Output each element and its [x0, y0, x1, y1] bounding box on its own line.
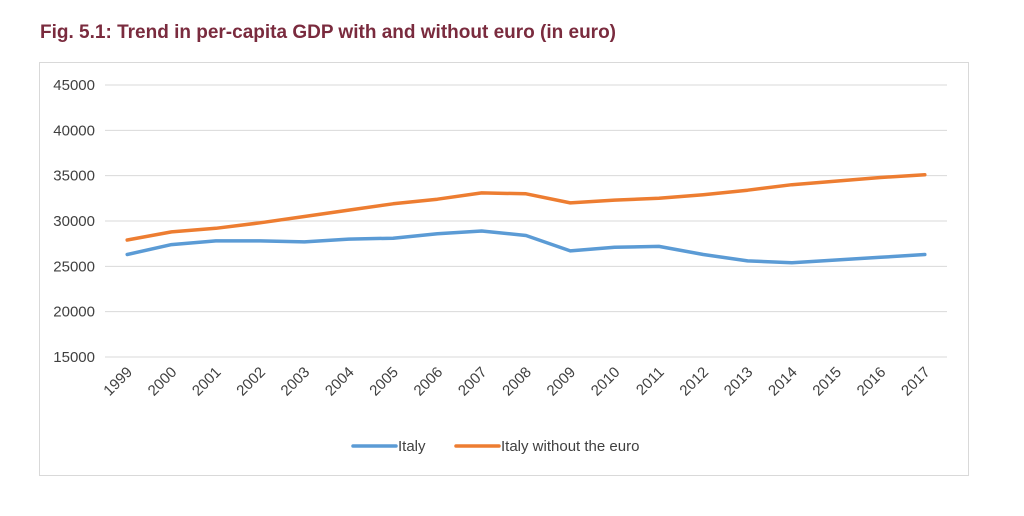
x-tick-label: 2010 — [588, 364, 624, 400]
x-tick-label: 2015 — [809, 364, 845, 400]
x-tick-label: 2017 — [898, 364, 934, 400]
x-tick-label: 2011 — [633, 364, 668, 399]
x-tick-label: 2014 — [765, 364, 801, 400]
series-lines — [125, 173, 927, 265]
legend-label: Italy without the euro — [501, 438, 639, 455]
x-tick-label: 2000 — [145, 364, 181, 400]
x-tick-label: 2016 — [854, 364, 890, 400]
series-line-2 — [125, 173, 927, 242]
figure-title: Fig. 5.1: Trend in per-capita GDP with a… — [40, 22, 617, 43]
y-axis-ticks: 15000 20000 25000 30000 35000 40000 45000 — [53, 77, 95, 366]
chart-frame: 15000 20000 25000 30000 35000 40000 45000 1999… — [39, 62, 969, 476]
x-tick-label: 2008 — [499, 364, 535, 400]
x-tick-label: 2002 — [233, 364, 269, 400]
line-chart: 15000 20000 25000 30000 35000 40000 45000 1999… — [53, 77, 947, 455]
x-tick-label: 2001 — [189, 364, 225, 400]
x-axis-ticks: 1999 2000 2001 2002 2003 2004 2005 2006 2007 2008… — [100, 364, 933, 400]
x-tick-label: 2005 — [366, 364, 402, 400]
y-tick-label: 25000 — [53, 258, 95, 275]
legend-label: Italy — [398, 438, 426, 455]
y-tick-label: 45000 — [53, 77, 95, 94]
series-line-1 — [125, 229, 927, 265]
y-tick-label: 15000 — [53, 349, 95, 366]
gridlines — [105, 84, 947, 358]
x-tick-label: 2003 — [278, 364, 314, 400]
y-tick-label: 40000 — [53, 122, 95, 139]
y-tick-label: 20000 — [53, 304, 95, 321]
x-tick-label: 2012 — [676, 364, 712, 400]
y-tick-label: 35000 — [53, 168, 95, 185]
y-tick-label: 30000 — [53, 213, 95, 230]
legend: Italy Italy without the euro — [351, 438, 639, 455]
x-tick-label: 2013 — [721, 364, 757, 400]
x-tick-label: 2004 — [322, 364, 358, 400]
x-tick-label: 1999 — [100, 364, 136, 400]
x-tick-label: 2006 — [411, 364, 447, 400]
x-tick-label: 2007 — [455, 364, 491, 400]
x-tick-label: 2009 — [544, 364, 580, 400]
